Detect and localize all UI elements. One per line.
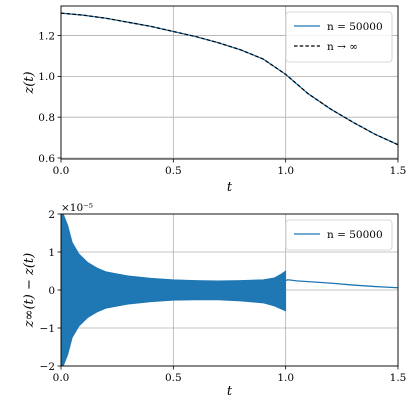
legend: n = 50000 (285, 219, 393, 251)
x-tick-label: 1.0 (277, 165, 294, 177)
series-line-1 (285, 279, 398, 289)
series-line-2 (61, 12, 398, 146)
x-tick-label: 0.0 (53, 165, 70, 177)
plot-area (61, 214, 398, 366)
y-tick-label: 0.8 (38, 112, 55, 124)
y-axis-label: z∞(t) − z(t) (22, 253, 37, 328)
x-tick-label: 0.5 (165, 165, 182, 177)
x-tick-label: 0.5 (165, 372, 182, 384)
y-tick-label: 1.2 (38, 30, 55, 42)
y-scale-label: ×10⁻⁵ (61, 202, 93, 214)
plot-area (61, 12, 398, 146)
x-tick-label: 1.0 (277, 372, 294, 384)
y-tick-label: 2 (48, 209, 55, 221)
legend-label: n = 50000 (327, 229, 383, 241)
legend-box (285, 219, 393, 251)
x-tick-label: 1.5 (390, 372, 407, 384)
y-tick-label: 1 (48, 247, 55, 259)
y-axis-label: z(t) (22, 71, 37, 94)
x-axis-label: t (227, 180, 233, 195)
x-axis-label: t (227, 384, 233, 399)
top-panel: 0.0 0.5 1.0 1.50.60.81.01.2tz(t)n = 50000n … (22, 5, 407, 195)
x-tick-label: 1.5 (390, 165, 407, 177)
series-oscillation-band (61, 214, 287, 366)
legend-box (285, 11, 393, 63)
y-tick-label: −2 (40, 361, 55, 373)
y-tick-label: −1 (40, 323, 55, 335)
legend: n = 50000 n → ∞ (285, 11, 393, 63)
y-tick-label: 0.6 (38, 153, 55, 165)
x-tick-label: 0.0 (53, 372, 70, 384)
bottom-panel: 0.0 0.5 1.0 1.5 −2 −1 0 1 2 t z∞(t) − z(t) ×10⁻⁵ n =… (22, 202, 406, 399)
axes-frame (60, 5, 399, 160)
legend-label: n → ∞ (327, 41, 358, 53)
y-tick-label: 0 (48, 285, 55, 297)
legend-label: n = 50000 (327, 21, 383, 33)
y-tick-label: 1.0 (38, 71, 55, 83)
